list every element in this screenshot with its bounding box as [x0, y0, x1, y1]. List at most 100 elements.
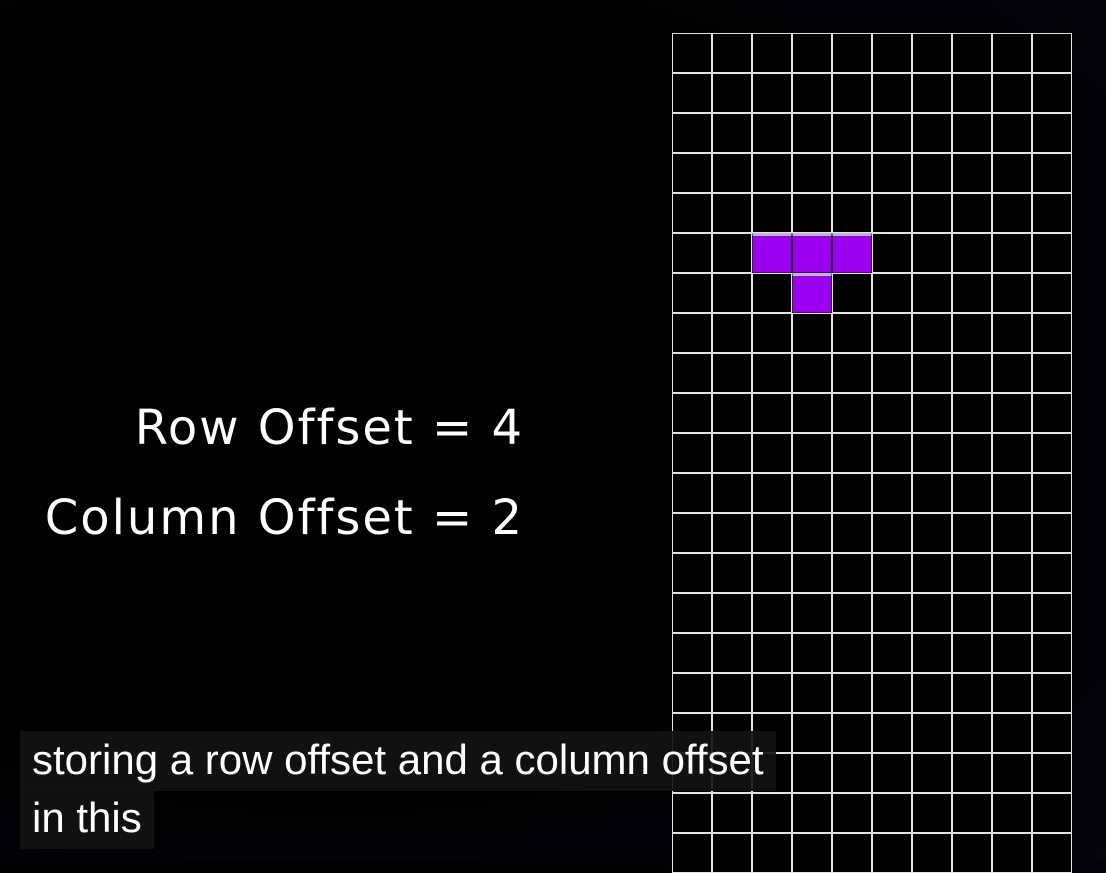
- board-cell: [912, 273, 952, 313]
- board-cell: [832, 713, 872, 753]
- board-cell: [952, 273, 992, 313]
- board-cell: [992, 393, 1032, 433]
- board-cell: [952, 793, 992, 833]
- board-cell: [792, 753, 832, 793]
- board-cell: [672, 833, 712, 873]
- board-cell: [872, 833, 912, 873]
- t-piece-block: [792, 273, 832, 313]
- board-cell: [712, 353, 752, 393]
- board-cell: [1032, 153, 1072, 193]
- board-cell: [752, 113, 792, 153]
- board-cell: [912, 793, 952, 833]
- board-cell: [872, 593, 912, 633]
- board-cell: [752, 193, 792, 233]
- board-cell: [832, 73, 872, 113]
- board-cell: [672, 233, 712, 273]
- board-cell: [832, 633, 872, 673]
- board-cell: [872, 433, 912, 473]
- board-cell: [872, 633, 912, 673]
- board-cell: [1032, 473, 1072, 513]
- board-cell: [912, 473, 952, 513]
- board-cell: [752, 593, 792, 633]
- board-cell: [952, 153, 992, 193]
- board-cell: [912, 593, 952, 633]
- board-cell: [832, 33, 872, 73]
- board-cell: [872, 393, 912, 433]
- board-cell: [992, 193, 1032, 233]
- board-cell: [952, 313, 992, 353]
- board-cell: [752, 673, 792, 713]
- board-cell: [912, 113, 952, 153]
- board-cell: [712, 473, 752, 513]
- board-cell: [672, 113, 712, 153]
- board-cell: [912, 433, 952, 473]
- board-cell: [872, 273, 912, 313]
- board-cell: [752, 353, 792, 393]
- board-cell: [672, 473, 712, 513]
- board-cell: [912, 233, 952, 273]
- board-cell: [712, 673, 752, 713]
- board-cell: [1032, 713, 1072, 753]
- board-cell: [792, 633, 832, 673]
- board-cell: [832, 833, 872, 873]
- board-cell: [832, 673, 872, 713]
- board-cell: [712, 433, 752, 473]
- board-cell: [992, 273, 1032, 313]
- board-cell: [1032, 73, 1072, 113]
- board-cell: [752, 433, 792, 473]
- board-cell: [912, 553, 952, 593]
- board-cell: [1032, 753, 1072, 793]
- subtitle-line-1: storing a row offset and a column offset: [20, 731, 776, 791]
- board-cell: [952, 353, 992, 393]
- board-cell: [992, 313, 1032, 353]
- board-cell: [952, 753, 992, 793]
- board-cell: [672, 433, 712, 473]
- board-cell: [872, 193, 912, 233]
- board-cell: [992, 73, 1032, 113]
- board-cell: [952, 33, 992, 73]
- board-cell: [952, 713, 992, 753]
- board-cell: [952, 553, 992, 593]
- board-cell: [992, 233, 1032, 273]
- board-cell: [672, 273, 712, 313]
- board-cell: [672, 73, 712, 113]
- board-cell: [672, 513, 712, 553]
- board-cell: [792, 393, 832, 433]
- board-cell: [1032, 233, 1072, 273]
- board-cell: [792, 73, 832, 113]
- board-cell: [672, 673, 712, 713]
- board-cell: [992, 713, 1032, 753]
- board-cell: [752, 833, 792, 873]
- board-cell: [792, 593, 832, 633]
- board-cell: [912, 393, 952, 433]
- board-cell: [792, 473, 832, 513]
- board-cell: [672, 353, 712, 393]
- board-cell: [712, 233, 752, 273]
- board-cell: [792, 113, 832, 153]
- board-cell: [952, 833, 992, 873]
- board-cell: [912, 673, 952, 713]
- row-offset-label: Row Offset = 4: [134, 400, 524, 456]
- board-cell: [872, 353, 912, 393]
- board-cell: [952, 513, 992, 553]
- board-cell: [872, 753, 912, 793]
- board-cell: [912, 153, 952, 193]
- board-cell: [1032, 793, 1072, 833]
- board-cell: [872, 473, 912, 513]
- board-cell: [872, 313, 912, 353]
- board-cell: [952, 113, 992, 153]
- board-cell: [672, 313, 712, 353]
- board-cell: [1032, 393, 1072, 433]
- board-cell: [992, 593, 1032, 633]
- board-cell: [872, 513, 912, 553]
- board-cell: [1032, 193, 1072, 233]
- board-cell: [992, 153, 1032, 193]
- board-cell: [912, 73, 952, 113]
- board-cell: [832, 593, 872, 633]
- board-cell: [992, 673, 1032, 713]
- board-cell: [752, 633, 792, 673]
- board-cell: [952, 673, 992, 713]
- board-cell: [752, 33, 792, 73]
- board-cell: [952, 473, 992, 513]
